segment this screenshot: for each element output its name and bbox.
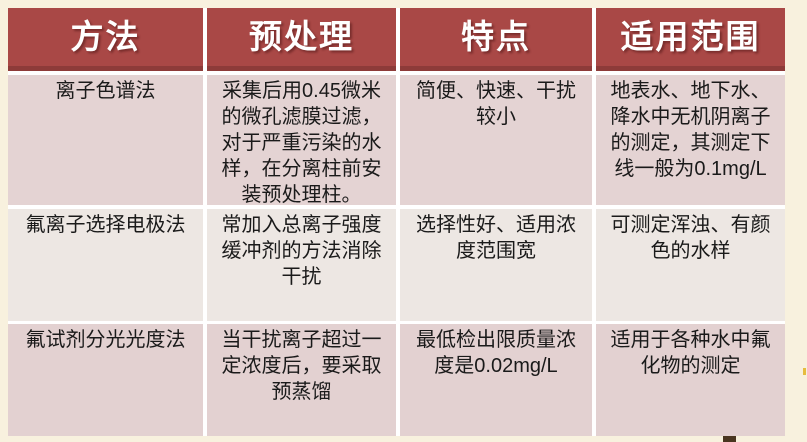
table-row-ion-selective-electrode: 氟离子选择电极法 常加入总离子强度缓冲剂的方法消除干扰 选择性好、适用浓度范围宽… (8, 209, 785, 321)
cell-pretreatment: 常加入总离子强度缓冲剂的方法消除干扰 (207, 209, 396, 321)
cell-features: 简便、快速、干扰较小 (400, 75, 592, 205)
cell-features: 最低检出限质量浓度是0.02mg/L (400, 324, 592, 436)
table-header-row: 方法 预处理 特点 适用范围 (8, 8, 785, 71)
cell-pretreatment: 采集后用0.45微米的微孔滤膜过滤，对于严重污染的水样，在分离柱前安装预处理柱。 (207, 75, 396, 206)
cell-method: 氟试剂分光光度法 (8, 324, 203, 436)
cell-scope: 地表水、地下水、降水中无机阴离子的测定，其测定下线一般为0.1mg/L (596, 75, 785, 205)
cell-scope: 可测定浑浊、有颜色的水样 (596, 209, 785, 321)
header-cell-scope: 适用范围 (596, 8, 785, 71)
cell-method: 离子色谱法 (8, 75, 203, 205)
header-cell-features: 特点 (400, 8, 592, 71)
cell-method: 氟离子选择电极法 (8, 209, 203, 321)
header-cell-pretreatment: 预处理 (207, 8, 396, 71)
header-cell-method: 方法 (8, 8, 203, 71)
cell-scope: 适用于各种水中氟化物的测定 (596, 324, 785, 436)
cell-pretreatment: 当干扰离子超过一定浓度后，要采取预蒸馏 (207, 324, 396, 436)
edge-marker-decoration (803, 368, 806, 375)
table-row-ion-chromatography: 离子色谱法 采集后用0.45微米的微孔滤膜过滤，对于严重污染的水样，在分离柱前安… (8, 75, 785, 206)
slide-footer-decoration (723, 436, 736, 442)
cell-features: 选择性好、适用浓度范围宽 (400, 209, 592, 321)
table-row-spectrophotometry: 氟试剂分光光度法 当干扰离子超过一定浓度后，要采取预蒸馏 最低检出限质量浓度是0… (8, 324, 785, 436)
methods-table: 方法 预处理 特点 适用范围 离子色谱法 采集后用0.45微米的微孔滤膜过滤，对… (8, 8, 785, 436)
